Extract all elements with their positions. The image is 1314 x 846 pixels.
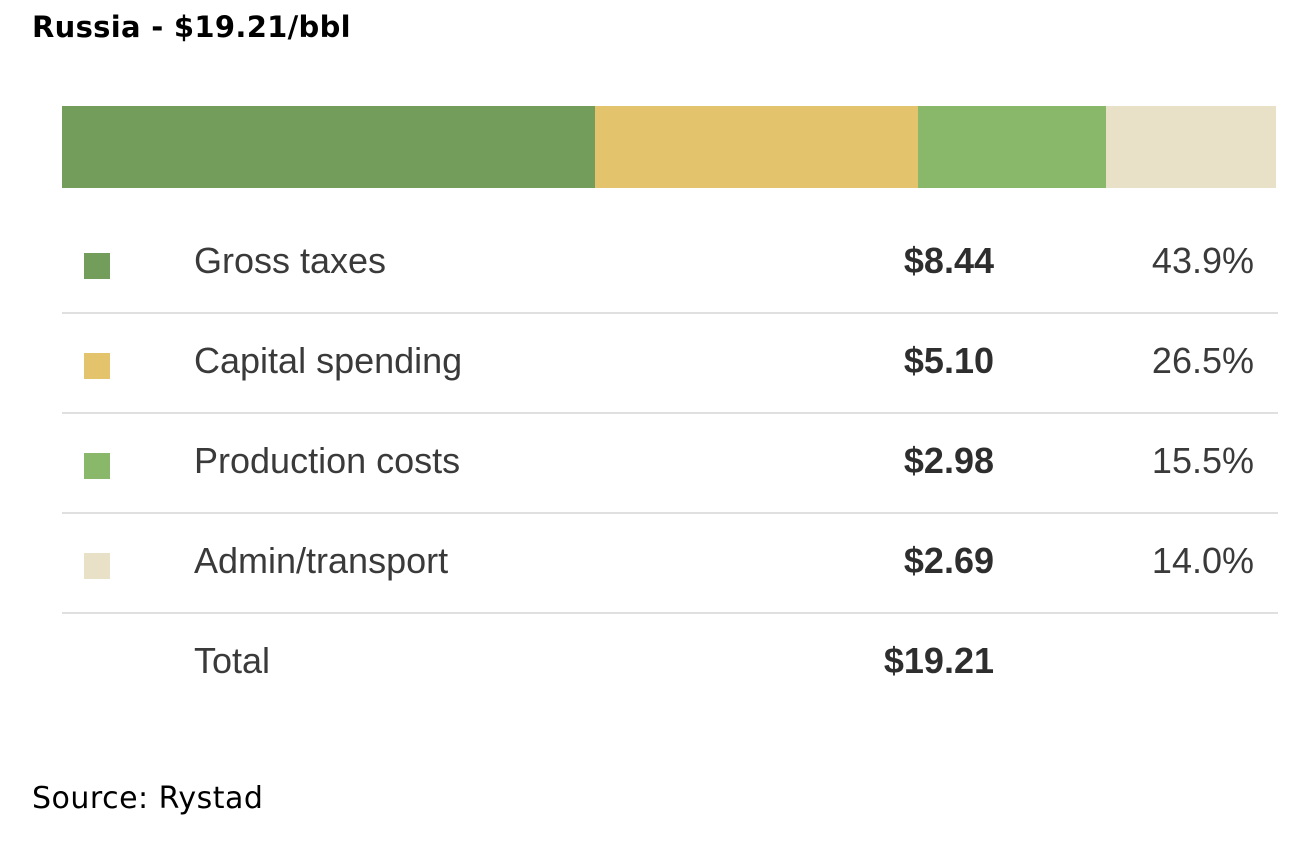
category-label: Admin/transport — [194, 540, 449, 581]
total-label: Total — [194, 640, 271, 681]
category-label: Gross taxes — [194, 240, 387, 281]
percent-label: 26.5% — [1151, 340, 1254, 381]
bar-segment-capital-spending — [595, 106, 918, 188]
value-label: $2.69 — [903, 540, 994, 581]
legend-table: Gross taxes $8.44 43.9% Capital spending $5.… — [62, 214, 1278, 714]
value-label: $8.44 — [903, 240, 994, 281]
legend-swatch — [84, 453, 110, 479]
value-label: $5.10 — [903, 340, 994, 381]
bar-segment-production-costs — [917, 106, 1106, 188]
legend-swatch — [84, 553, 110, 579]
bar-segment-admin-transport — [1105, 106, 1276, 188]
legend-swatch — [84, 253, 110, 279]
table-row: Capital spending $5.10 26.5% — [62, 314, 1278, 414]
percent-label: 43.9% — [1151, 240, 1254, 281]
table-row: Production costs $2.98 15.5% — [62, 414, 1278, 514]
table-row: Admin/transport $2.69 14.0% — [62, 514, 1278, 614]
value-label: $2.98 — [903, 440, 994, 481]
chart-title: Russia - $19.21/bbl — [32, 10, 351, 44]
total-value: $19.21 — [883, 640, 994, 681]
bar-segment-gross-taxes — [62, 106, 596, 188]
source-note: Source: Rystad — [32, 781, 264, 816]
category-label: Capital spending — [194, 340, 463, 381]
legend-swatch — [84, 353, 110, 379]
category-label: Production costs — [194, 440, 461, 481]
stacked-bar — [62, 106, 1276, 188]
percent-label: 14.0% — [1151, 540, 1254, 581]
total-row: Total $19.21 — [62, 614, 1278, 714]
percent-label: 15.5% — [1151, 440, 1254, 481]
table-row: Gross taxes $8.44 43.9% — [62, 214, 1278, 314]
